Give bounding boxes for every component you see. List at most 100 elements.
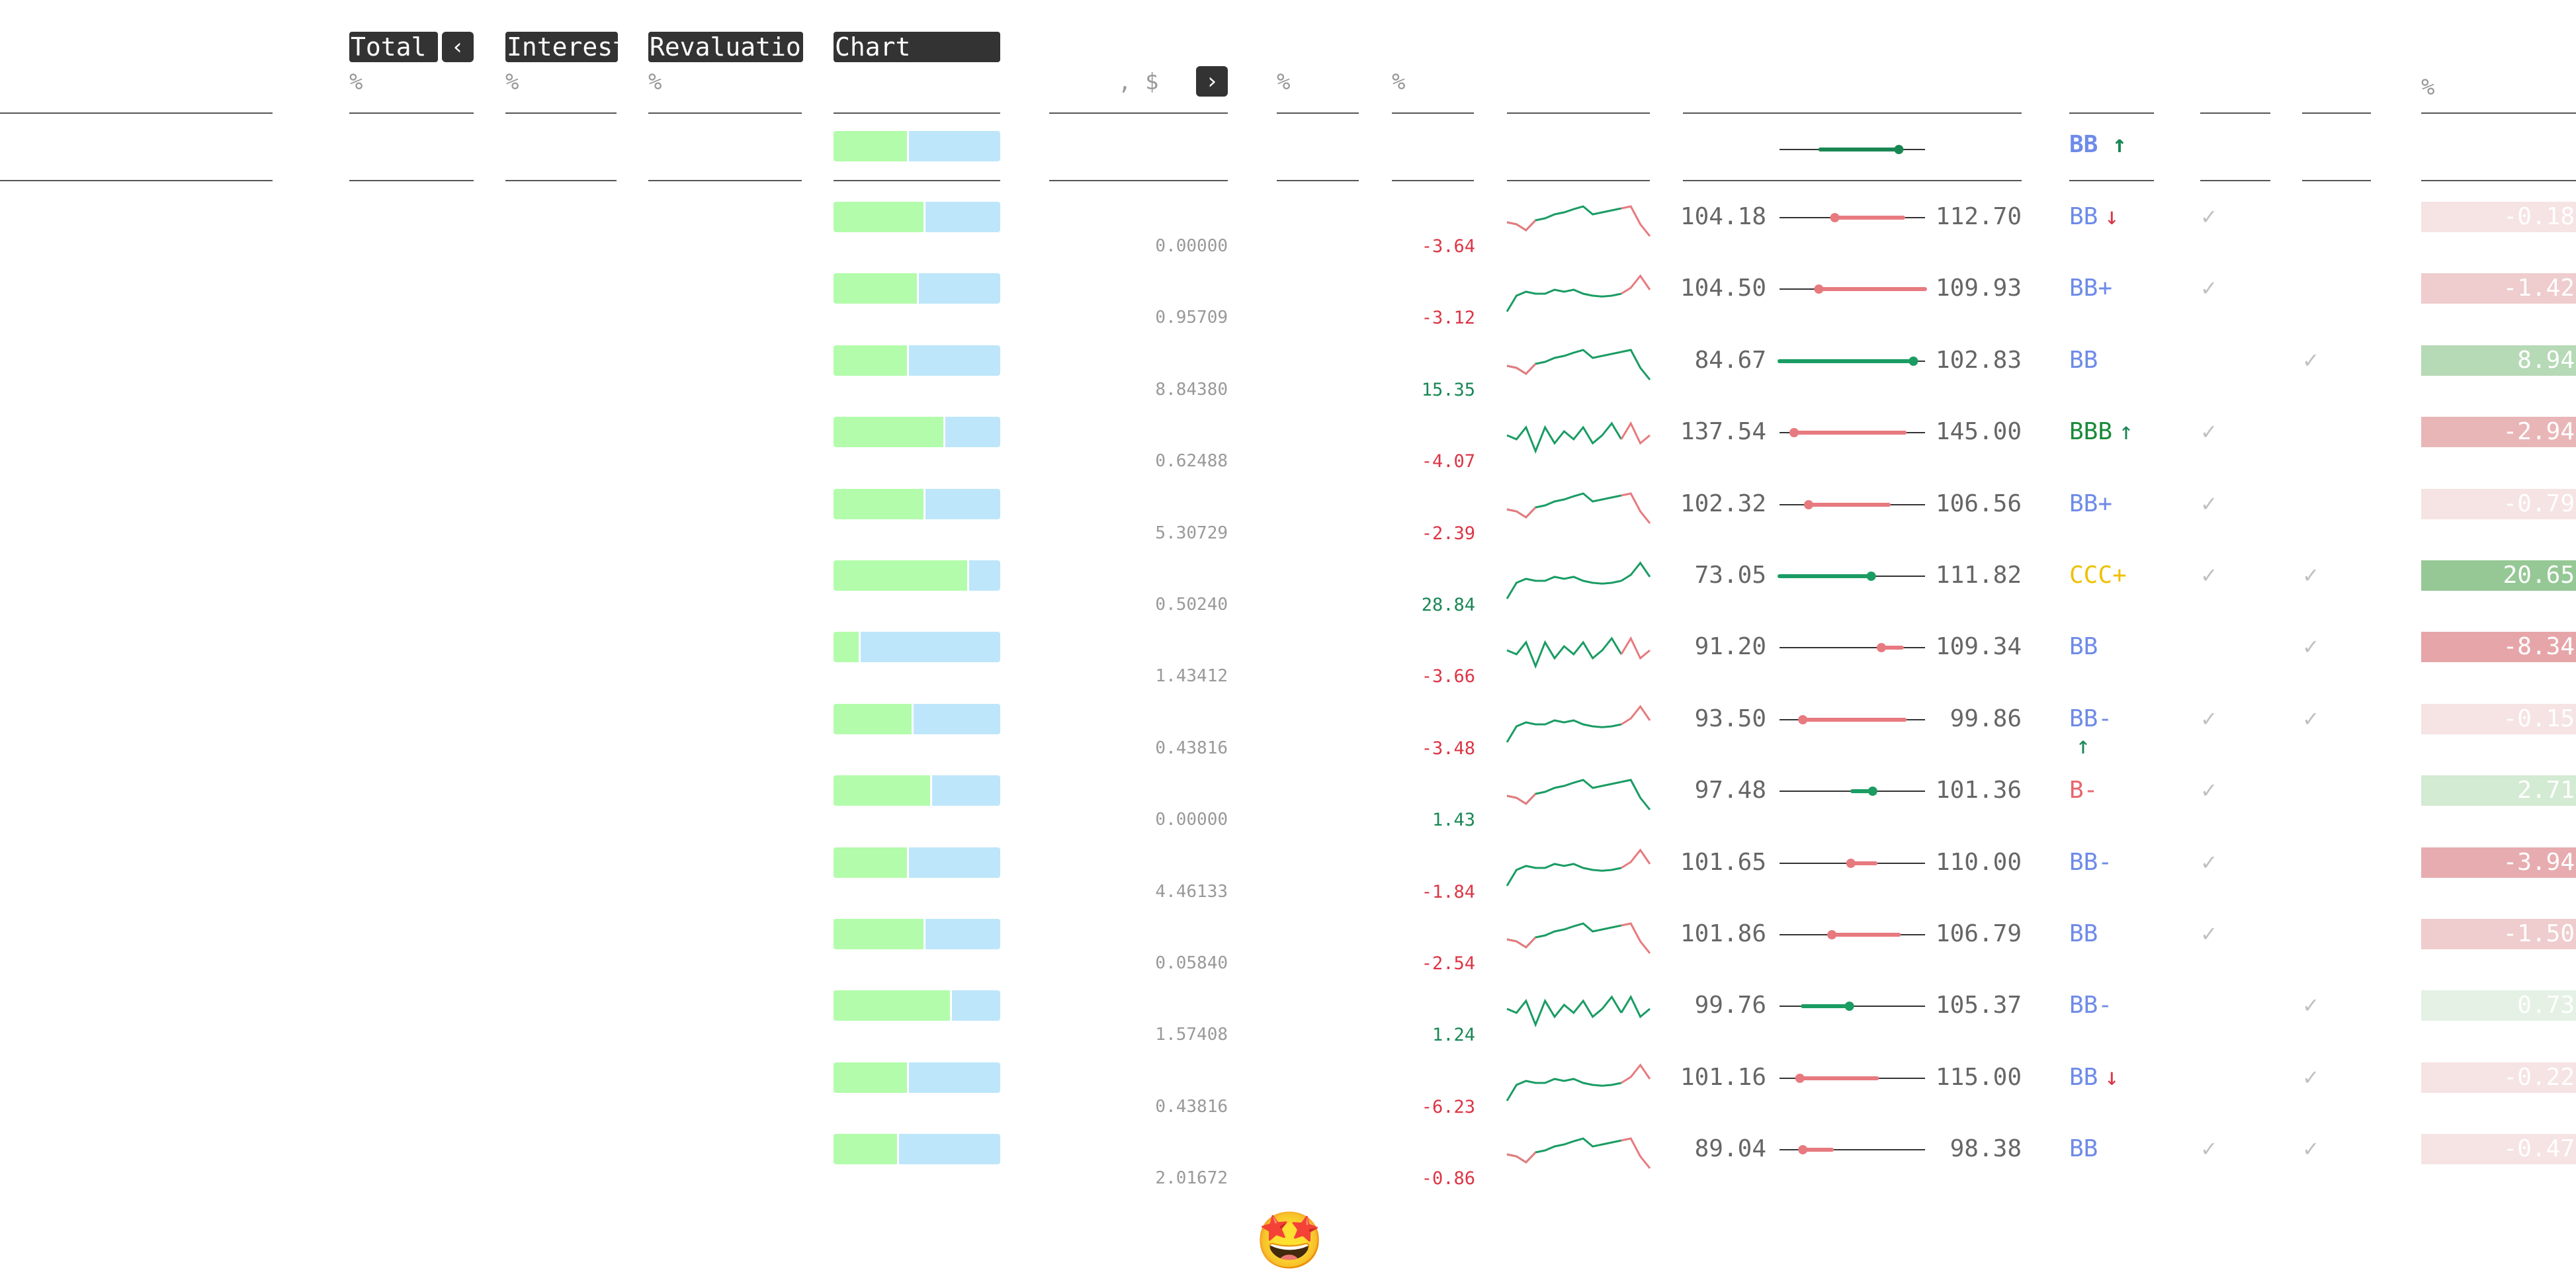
sparkline-chart (1507, 989, 1650, 1035)
header-separator-line (1392, 180, 1474, 181)
sparkline-chart (1507, 918, 1650, 964)
mix-bar (834, 990, 1000, 1021)
range-marker-dot (1814, 284, 1823, 294)
check-icon: ✓ (2303, 347, 2318, 374)
mix-bar-green (834, 560, 969, 591)
mix-bar (834, 1134, 1000, 1164)
sparkline-chart (1507, 703, 1650, 749)
check-icon: ✓ (2202, 777, 2216, 804)
range-low-value: 137.54 (1634, 418, 1766, 445)
sparkline-path (1507, 423, 1621, 451)
pct-change-cell: -1.50 (2421, 919, 2576, 949)
check-icon: ✓ (2202, 490, 2216, 517)
mix-bar (834, 704, 1000, 734)
mix-bar (834, 1062, 1000, 1093)
sparkline-path (1507, 780, 1621, 804)
chevron-right-icon: › (1205, 68, 1219, 95)
sparkline-chart (1507, 1133, 1650, 1179)
header-separator-line (1277, 180, 1359, 181)
rating-value: BB (2069, 347, 2098, 374)
check-icon: ✓ (2202, 275, 2216, 302)
range-marker-dot (1827, 930, 1836, 939)
header-separator-line (834, 180, 1000, 181)
sparkline-path (1507, 290, 1621, 312)
rating-value: BB+ (2069, 490, 2112, 517)
change-value: 1.43 (1396, 810, 1475, 830)
range-low-value: 104.18 (1634, 203, 1766, 230)
header-separator-line (1392, 112, 1474, 114)
rating-value: BB- (2069, 992, 2112, 1019)
change-value: -1.84 (1396, 882, 1475, 902)
mix-bar-green (834, 489, 925, 519)
change-value: -2.39 (1396, 523, 1475, 544)
rating-cell: B- (2069, 777, 2098, 804)
change-value: -6.23 (1396, 1097, 1475, 1117)
range-high-value: 99.86 (1889, 705, 2022, 732)
rating-cell: BB- (2069, 992, 2112, 1019)
arrow-down-icon: ↓ (2104, 1064, 2119, 1091)
header-separator-line (0, 112, 273, 114)
mix-bar (834, 847, 1000, 878)
change-value: -0.86 (1396, 1168, 1475, 1189)
mix-bar (834, 273, 1000, 304)
pct-change-cell: 20.65 (2421, 560, 2576, 591)
chart-header-button[interactable]: Chart (834, 32, 1000, 62)
change-value: -4.07 (1396, 451, 1475, 472)
range-low-value: 104.50 (1634, 275, 1766, 302)
header-separator-line (505, 180, 617, 181)
rating-cell: BB ↓ (2069, 203, 2119, 230)
rating-cell: BB+ (2069, 275, 2112, 302)
check-icon: ✓ (2202, 1135, 2216, 1162)
mix-bar-green (834, 990, 952, 1021)
interest-header-button[interactable]: Interest (505, 32, 618, 62)
rating-cell: BB (2069, 920, 2098, 947)
range-marker-dot (1894, 145, 1903, 154)
pct-change-cell: 2.71 (2421, 775, 2576, 806)
rating-value: BB (2069, 920, 2098, 947)
header-separator-line (2069, 180, 2154, 181)
change-value: -3.12 (1396, 308, 1475, 328)
sparkline-path (1507, 350, 1621, 374)
amount-value: 0.05840 (1082, 953, 1228, 973)
mix-bar (834, 919, 1000, 949)
sparkline-chart (1507, 774, 1650, 820)
header-separator-line (1683, 112, 2022, 114)
rating-value: BB (2069, 1064, 2098, 1091)
range-low-value: 93.50 (1634, 705, 1766, 732)
header-separator-line (2421, 180, 2576, 181)
check-icon: ✓ (2202, 920, 2216, 947)
pct-change-cell: 8.94 (2421, 345, 2576, 376)
header-separator-line (505, 112, 617, 114)
header-separator-line (1049, 112, 1228, 114)
mix-bar-green (834, 1134, 899, 1164)
pct-unit: % (2421, 74, 2434, 101)
amount-value: 0.62488 (1082, 451, 1228, 471)
mix-bar-green (834, 417, 945, 447)
range-marker-dot (1789, 428, 1799, 437)
sparkline-path (1507, 494, 1621, 517)
range-high-value: 115.00 (1889, 1064, 2022, 1091)
check-icon: ✓ (2303, 705, 2318, 732)
range-high-value: 106.79 (1889, 920, 2022, 947)
sparkline-chart (1507, 488, 1650, 534)
rating-value: B- (2069, 777, 2098, 804)
rating-cell: BB (2069, 347, 2098, 374)
total-header-button[interactable]: Total (349, 32, 438, 62)
rating-value: BB- (2069, 705, 2112, 732)
pct-change-cell: -3.94 (2421, 847, 2576, 878)
summary-rating-value: BB (2069, 131, 2098, 158)
pct-change-cell: -8.34 (2421, 632, 2576, 662)
change-value: -3.48 (1396, 738, 1475, 759)
rating-cell: BB (2069, 633, 2098, 660)
amount-value: 0.43816 (1082, 738, 1228, 758)
check-icon: ✓ (2303, 562, 2318, 589)
amount-value: 2.01672 (1082, 1168, 1228, 1188)
revaluation-header-button[interactable]: Revaluation (648, 32, 803, 62)
change-value: 28.84 (1396, 595, 1475, 615)
prev-column-button[interactable]: ‹ (442, 32, 474, 62)
rating-cell: BB (2069, 1135, 2098, 1162)
header-separator-line (2200, 112, 2270, 114)
interest-unit: % (505, 69, 519, 95)
range-high-value: 102.83 (1889, 347, 2022, 374)
next-column-button[interactable]: › (1196, 66, 1228, 97)
